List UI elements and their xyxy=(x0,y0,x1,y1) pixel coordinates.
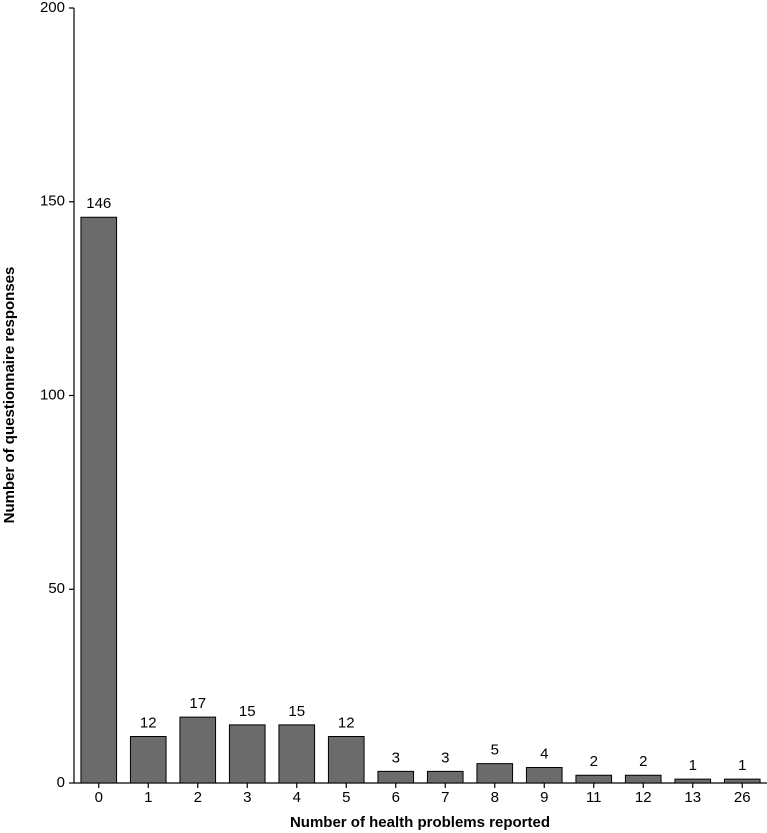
y-tick-label: 150 xyxy=(40,193,65,210)
bar xyxy=(129,736,167,784)
x-tick-label: 9 xyxy=(540,789,548,806)
data-label: 146 xyxy=(86,195,111,212)
bar xyxy=(80,216,118,784)
data-label: 3 xyxy=(441,749,449,766)
y-tick-label: 100 xyxy=(40,386,65,403)
x-tick-label: 1 xyxy=(144,789,152,806)
bar xyxy=(575,774,613,784)
data-label: 4 xyxy=(540,745,548,762)
bar xyxy=(327,736,365,784)
bar xyxy=(624,774,662,784)
x-tick-label: 7 xyxy=(441,789,449,806)
data-label: 1 xyxy=(689,757,697,774)
y-tick-label: 0 xyxy=(57,774,65,791)
data-label: 5 xyxy=(491,742,499,759)
x-tick-label: 13 xyxy=(684,789,701,806)
bar xyxy=(723,778,761,784)
x-tick-label: 12 xyxy=(635,789,652,806)
bar xyxy=(228,724,266,784)
x-tick-label: 2 xyxy=(194,789,202,806)
bar xyxy=(674,778,712,784)
data-label: 2 xyxy=(590,753,598,770)
data-label: 15 xyxy=(239,703,256,720)
x-tick-label: 11 xyxy=(586,789,602,806)
x-tick-label: 4 xyxy=(293,789,301,806)
data-label: 17 xyxy=(189,695,206,712)
data-label: 1 xyxy=(738,757,746,774)
x-tick-label: 26 xyxy=(734,789,751,806)
bar xyxy=(179,716,217,784)
x-tick-label: 0 xyxy=(95,789,103,806)
bar xyxy=(377,770,415,784)
y-tick-label: 200 xyxy=(40,0,65,16)
bar xyxy=(278,724,316,784)
data-label: 3 xyxy=(392,749,400,766)
y-tick-label: 50 xyxy=(48,580,65,597)
x-axis-title: Number of health problems reported xyxy=(290,814,550,831)
data-label: 12 xyxy=(140,714,157,731)
x-tick-label: 3 xyxy=(243,789,251,806)
x-tick-label: 5 xyxy=(342,789,350,806)
bar xyxy=(426,770,464,784)
data-label: 2 xyxy=(639,753,647,770)
bar xyxy=(476,763,514,784)
x-tick-label: 6 xyxy=(392,789,400,806)
y-axis-title: Number of questionnaire responses xyxy=(1,267,18,524)
data-label: 15 xyxy=(288,703,305,720)
data-label: 12 xyxy=(338,714,355,731)
x-tick-label: 8 xyxy=(491,789,499,806)
bar xyxy=(525,767,563,784)
